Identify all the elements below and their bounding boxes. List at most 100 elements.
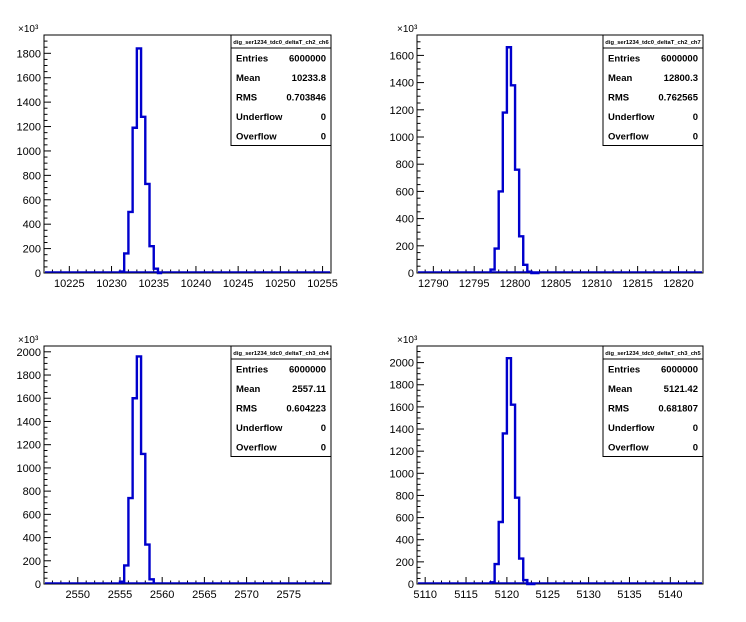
stats-value: 0.604223 bbox=[286, 404, 326, 415]
stats-value: 6000000 bbox=[661, 54, 698, 65]
stats-box bbox=[602, 345, 704, 457]
stats-label: Underflow bbox=[236, 423, 283, 434]
x-tick-label: 5115 bbox=[454, 589, 478, 601]
x-tick-label: 10230 bbox=[96, 278, 127, 290]
stats-label: Entries bbox=[236, 54, 268, 65]
stats-value: 2557.11 bbox=[292, 384, 327, 395]
histogram-series-line bbox=[118, 47, 163, 275]
stats-box-title: dig_ser1234_tdc0_deltaT_ch2_ch6 bbox=[233, 40, 329, 46]
stats-value: 5121.42 bbox=[664, 384, 698, 395]
x-tick-label: 5125 bbox=[536, 589, 560, 601]
x-tick-label: 2550 bbox=[66, 589, 90, 601]
stats-value: 0 bbox=[321, 443, 326, 454]
stats-value: 6000000 bbox=[289, 54, 326, 65]
stats-label: Mean bbox=[608, 73, 632, 84]
stats-value: 0.703846 bbox=[286, 93, 326, 104]
y-tick-label: 0 bbox=[408, 268, 414, 280]
stats-box-title: dig_ser1234_tdc0_deltaT_ch3_ch5 bbox=[605, 351, 701, 357]
y-tick-label: 600 bbox=[23, 509, 41, 521]
plot-frame bbox=[416, 34, 704, 274]
stats-value: 0 bbox=[321, 112, 326, 123]
x-tick-label: 10240 bbox=[181, 278, 212, 290]
stats-value: 0 bbox=[693, 132, 698, 143]
x-tick-label: 12795 bbox=[459, 278, 490, 290]
stats-value: 6000000 bbox=[661, 365, 698, 376]
histogram-series-line bbox=[489, 46, 540, 275]
stats-value: 6000000 bbox=[289, 365, 326, 376]
y-tick-label: 1600 bbox=[17, 393, 41, 405]
y-tick-label: 600 bbox=[396, 513, 414, 525]
x-tick-label: 2560 bbox=[150, 589, 174, 601]
y-tick-label: 800 bbox=[23, 486, 41, 498]
x-tick-label: 12815 bbox=[622, 278, 653, 290]
y-tick-label: 1000 bbox=[390, 468, 414, 480]
y-tick-label: 600 bbox=[396, 186, 414, 198]
stats-label: Mean bbox=[236, 73, 260, 84]
x-tick-label: 5135 bbox=[617, 589, 641, 601]
x-tick-label: 2555 bbox=[108, 589, 132, 601]
y-tick-label: 1600 bbox=[390, 50, 414, 62]
histogram-panel-4: 5110 5115 5120 5125 5130 5135 5140 0 200 400 600 80… bbox=[390, 335, 704, 601]
stats-value: 0.681807 bbox=[658, 404, 698, 415]
stats-label: Underflow bbox=[236, 112, 283, 123]
plot-frame bbox=[416, 345, 704, 585]
stats-label: Entries bbox=[608, 54, 640, 65]
y-tick-label: 0 bbox=[408, 579, 414, 591]
y-exponent-label: ×10³ bbox=[18, 335, 39, 346]
y-exponent-label: ×10³ bbox=[397, 335, 418, 346]
x-tick-label: 10225 bbox=[54, 278, 85, 290]
y-tick-label: 400 bbox=[396, 535, 414, 547]
y-tick-label: 2000 bbox=[17, 347, 41, 359]
stats-label: Overflow bbox=[608, 443, 649, 454]
x-tick-label: 5120 bbox=[495, 589, 519, 601]
y-tick-label: 400 bbox=[23, 533, 41, 545]
x-tick-label: 12790 bbox=[418, 278, 449, 290]
y-tick-label: 1000 bbox=[17, 463, 41, 475]
x-tick-label: 12805 bbox=[541, 278, 572, 290]
histogram-series-line bbox=[489, 356, 536, 586]
y-tick-label: 1400 bbox=[390, 424, 414, 436]
y-tick-label: 1400 bbox=[17, 97, 41, 109]
histogram-panel-2: 12790 12795 12800 12805 12810 12815 12820 0 200 4… bbox=[390, 24, 704, 290]
x-tick-label: 2565 bbox=[192, 589, 216, 601]
stats-label: Entries bbox=[236, 365, 268, 376]
x-tick-label: 12820 bbox=[663, 278, 694, 290]
y-tick-label: 200 bbox=[396, 557, 414, 569]
stats-box bbox=[602, 34, 704, 146]
histogram-panel-3: 2550 2555 2560 2565 2570 2575 0 200 400 600 800 100… bbox=[17, 335, 332, 601]
y-tick-label: 800 bbox=[396, 159, 414, 171]
y-tick-label: 800 bbox=[23, 170, 41, 182]
x-tick-label: 10255 bbox=[307, 278, 338, 290]
y-tick-label: 1400 bbox=[390, 78, 414, 90]
stats-label: Underflow bbox=[608, 423, 655, 434]
y-tick-label: 600 bbox=[23, 195, 41, 207]
x-tick-label: 5110 bbox=[413, 589, 437, 601]
y-tick-label: 1800 bbox=[17, 48, 41, 60]
y-tick-label: 1600 bbox=[390, 402, 414, 414]
y-tick-label: 400 bbox=[23, 219, 41, 231]
y-tick-label: 1600 bbox=[17, 73, 41, 85]
y-tick-label: 1000 bbox=[390, 132, 414, 144]
stats-label: Overflow bbox=[236, 132, 277, 143]
stats-value: 0 bbox=[321, 423, 326, 434]
stats-label: Underflow bbox=[608, 112, 655, 123]
stats-box-title: dig_ser1234_tdc0_deltaT_ch2_ch7 bbox=[605, 40, 700, 46]
y-tick-label: 2000 bbox=[390, 358, 414, 370]
y-tick-label: 200 bbox=[23, 556, 41, 568]
y-tick-label: 800 bbox=[396, 490, 414, 502]
stats-value: 0.762565 bbox=[658, 93, 698, 104]
x-tick-label: 12800 bbox=[500, 278, 531, 290]
stats-value: 0 bbox=[693, 423, 698, 434]
y-tick-label: 1000 bbox=[17, 146, 41, 158]
y-tick-label: 0 bbox=[35, 268, 41, 280]
y-tick-label: 200 bbox=[396, 241, 414, 253]
x-tick-label: 5140 bbox=[658, 589, 682, 601]
stats-value: 0 bbox=[321, 132, 326, 143]
stats-label: Mean bbox=[236, 384, 260, 395]
y-tick-label: 200 bbox=[23, 244, 41, 256]
stats-value: 0 bbox=[693, 443, 698, 454]
x-tick-label: 10235 bbox=[138, 278, 169, 290]
stats-label: Overflow bbox=[608, 132, 649, 143]
stats-value: 0 bbox=[693, 112, 698, 123]
stats-label: RMS bbox=[608, 404, 629, 415]
